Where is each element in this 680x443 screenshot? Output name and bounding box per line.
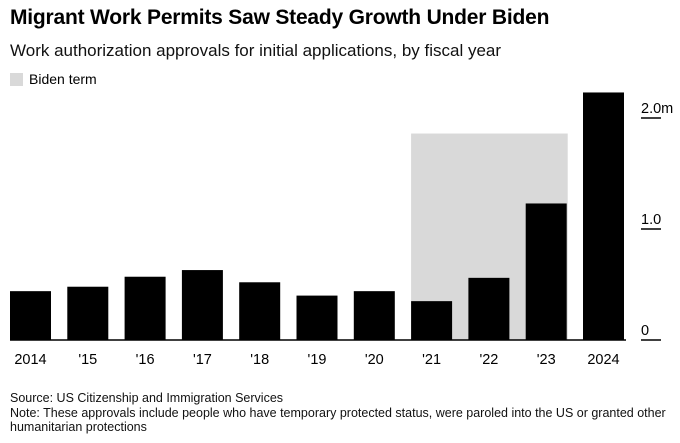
x-tick-label-4: '18 [250, 352, 269, 368]
bar-10 [583, 92, 624, 340]
bar-9 [525, 203, 567, 340]
x-tick-label-5: '19 [308, 352, 327, 368]
x-tick-label-2: '16 [136, 352, 155, 368]
bar-5 [296, 295, 338, 340]
chart-title: Migrant Work Permits Saw Steady Growth U… [10, 6, 550, 29]
y-tick-label-0: 0 [641, 323, 649, 339]
x-tick-label-0: 2014 [14, 352, 46, 368]
x-tick-label-6: '20 [365, 352, 384, 368]
bar-6 [353, 291, 395, 340]
bar-2 [124, 276, 166, 340]
legend-label-biden: Biden term [29, 71, 97, 87]
y-tick-label-1: 1.0 [641, 212, 661, 228]
x-tick-label-1: '15 [78, 352, 97, 368]
bar-4 [239, 282, 281, 340]
note-text: Note: These approvals include people who… [10, 405, 666, 435]
legend-swatch-biden [10, 72, 23, 86]
x-tick-label-10: 2024 [587, 352, 619, 368]
bar-1 [67, 286, 109, 340]
footer: Source: US Citizenship and Immigration S… [10, 391, 675, 435]
bar-8 [468, 277, 510, 340]
x-tick-label-7: '21 [422, 352, 441, 368]
x-tick-label-8: '22 [479, 352, 498, 368]
chart-subtitle: Work authorization approvals for initial… [10, 41, 502, 60]
x-tick-label-9: '23 [537, 352, 556, 368]
bar-3 [181, 270, 223, 340]
legend: Biden term [10, 71, 97, 87]
bar-0 [10, 291, 51, 340]
y-tick-label-2: 2.0m [641, 101, 673, 117]
bar-7 [411, 301, 453, 340]
source-text: Source: US Citizenship and Immigration S… [10, 391, 284, 405]
x-tick-label-3: '17 [193, 352, 212, 368]
